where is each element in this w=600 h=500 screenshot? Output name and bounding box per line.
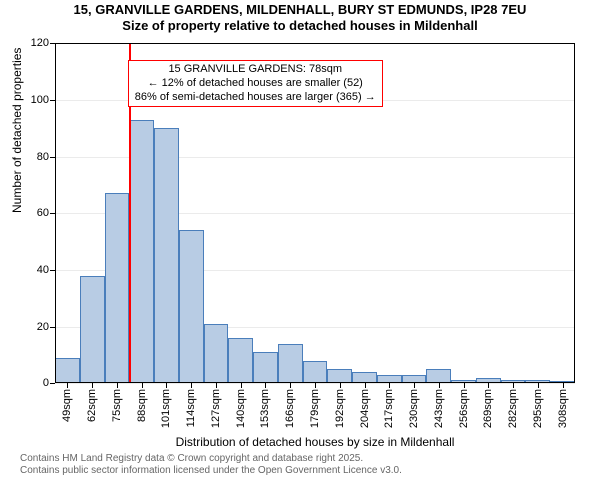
footer-line-1: Contains HM Land Registry data © Crown c…	[20, 453, 600, 465]
xtick-mark	[241, 383, 242, 388]
xtick-label: 62sqm	[86, 389, 98, 422]
xtick-mark	[166, 383, 167, 388]
chart-container: Number of detached properties 0204060801…	[0, 33, 600, 453]
xtick-mark	[340, 383, 341, 388]
xtick-mark	[67, 383, 68, 388]
footer-line-2: Contains public sector information licen…	[20, 465, 600, 477]
y-axis-label: Number of detached properties	[10, 48, 24, 213]
xtick-mark	[315, 383, 316, 388]
ytick-label: 40	[19, 264, 49, 276]
xtick-label: 88sqm	[136, 389, 148, 422]
xtick-label: 217sqm	[383, 389, 395, 428]
plot-area: 02040608010012049sqm62sqm75sqm88sqm101sq…	[55, 43, 575, 383]
xtick-label: 140sqm	[235, 389, 247, 428]
xtick-mark	[488, 383, 489, 388]
ytick-label: 0	[19, 377, 49, 389]
ytick-label: 100	[19, 94, 49, 106]
xtick-mark	[142, 383, 143, 388]
ytick-label: 20	[19, 321, 49, 333]
xtick-mark	[92, 383, 93, 388]
ytick-label: 80	[19, 151, 49, 163]
xtick-label: 153sqm	[259, 389, 271, 428]
xtick-mark	[439, 383, 440, 388]
xtick-mark	[414, 383, 415, 388]
xtick-label: 295sqm	[532, 389, 544, 428]
xtick-mark	[464, 383, 465, 388]
title-line-1: 15, GRANVILLE GARDENS, MILDENHALL, BURY …	[0, 2, 600, 18]
xtick-mark	[117, 383, 118, 388]
ytick-label: 120	[19, 37, 49, 49]
xtick-label: 127sqm	[210, 389, 222, 428]
xtick-label: 166sqm	[284, 389, 296, 428]
title-line-2: Size of property relative to detached ho…	[0, 18, 600, 34]
xtick-mark	[265, 383, 266, 388]
plot-border	[55, 43, 575, 383]
xtick-label: 75sqm	[111, 389, 123, 422]
xtick-label: 243sqm	[433, 389, 445, 428]
chart-title-block: 15, GRANVILLE GARDENS, MILDENHALL, BURY …	[0, 0, 600, 33]
ytick-mark	[50, 383, 55, 384]
xtick-label: 230sqm	[408, 389, 420, 428]
xtick-label: 204sqm	[359, 389, 371, 428]
xtick-label: 49sqm	[61, 389, 73, 422]
xtick-mark	[365, 383, 366, 388]
xtick-mark	[191, 383, 192, 388]
xtick-label: 256sqm	[458, 389, 470, 428]
xtick-mark	[290, 383, 291, 388]
xtick-mark	[513, 383, 514, 388]
xtick-label: 308sqm	[557, 389, 569, 428]
xtick-label: 179sqm	[309, 389, 321, 428]
xtick-label: 114sqm	[185, 389, 197, 427]
ytick-label: 60	[19, 207, 49, 219]
xtick-mark	[563, 383, 564, 388]
xtick-label: 192sqm	[334, 389, 346, 428]
xtick-label: 101sqm	[160, 389, 172, 428]
xtick-mark	[538, 383, 539, 388]
x-axis-label: Distribution of detached houses by size …	[55, 435, 575, 449]
xtick-label: 282sqm	[507, 389, 519, 428]
xtick-mark	[389, 383, 390, 388]
xtick-label: 269sqm	[482, 389, 494, 428]
footer: Contains HM Land Registry data © Crown c…	[0, 453, 600, 477]
xtick-mark	[216, 383, 217, 388]
